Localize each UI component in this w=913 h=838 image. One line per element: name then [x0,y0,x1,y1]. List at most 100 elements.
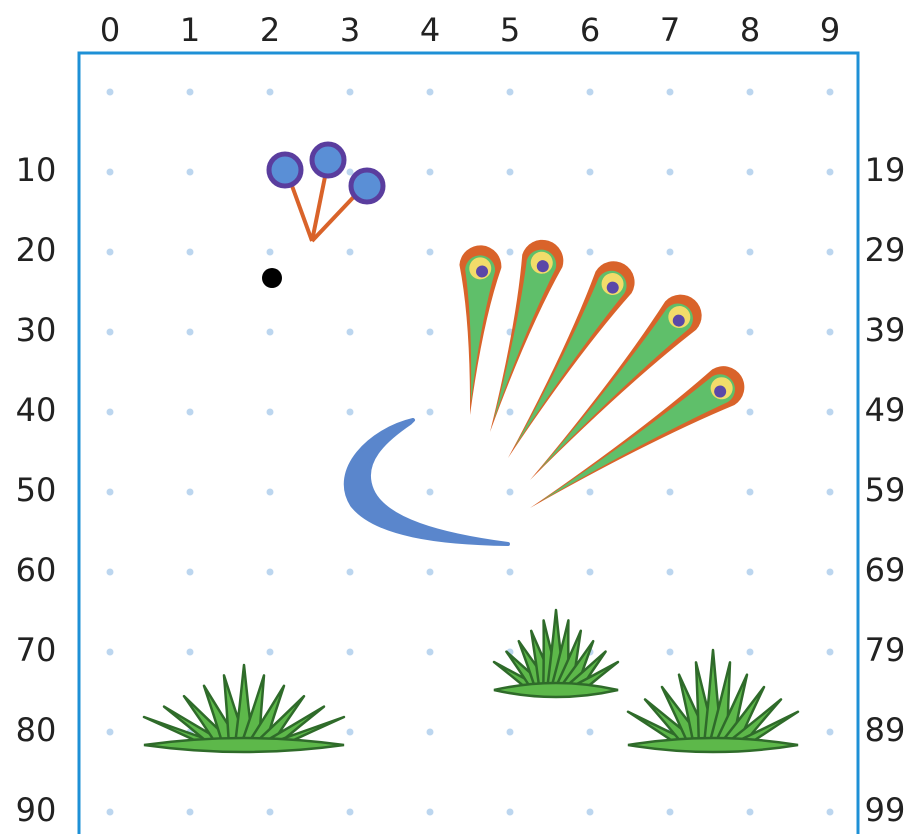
grass-base [493,681,619,699]
grid-dot [666,648,674,656]
grid-dot [426,728,434,736]
column-label: 6 [580,11,600,49]
grass [142,608,800,754]
grid-dot [746,408,754,416]
grid-dot [266,808,274,816]
grid-dot [506,168,514,176]
feather-pupil [536,260,549,273]
feather [459,245,502,415]
grid-dot [426,648,434,656]
feather-pupil [714,385,727,398]
grid-dot [666,488,674,496]
grid-dot [106,808,114,816]
crest-balls [266,141,386,205]
grid-dot [346,648,354,656]
eye [262,268,282,288]
grid-dot [426,248,434,256]
grid-dot [346,248,354,256]
grid-dot [506,408,514,416]
grid-dot [266,488,274,496]
column-label: 0 [100,11,120,49]
grid-dot [826,88,834,96]
column-label: 3 [340,11,360,49]
grid-dot [266,328,274,336]
grid-dot [266,88,274,96]
grid-dot [106,648,114,656]
column-label: 5 [500,11,520,49]
feather-inner [493,249,557,421]
grid-dot [826,408,834,416]
grid-dot [346,408,354,416]
grid-dot [506,728,514,736]
column-label: 8 [740,11,760,49]
grid-dot [666,808,674,816]
grid-dot [746,88,754,96]
row-end-label: 19 [865,151,906,189]
grid-dot [826,568,834,576]
grid-dot [266,248,274,256]
grid-dot [426,408,434,416]
grid-dot [106,728,114,736]
grid-dot [346,568,354,576]
grid-dot [346,328,354,336]
labels: 0 1 2 3 4 5 6 7 8 9102030405060708090192939495969… [16,11,906,829]
row-end-label: 79 [865,631,906,669]
tail-feathers [459,239,745,508]
grid-dot [266,568,274,576]
row-end-label: 39 [865,311,906,349]
grid-dot [586,728,594,736]
grid-dot [826,248,834,256]
grid-dot [826,808,834,816]
grid-dot [586,88,594,96]
grid-dot [586,568,594,576]
row-end-label: 49 [865,391,906,429]
grid-dot [426,808,434,816]
grid-dot [746,248,754,256]
row-start-label: 80 [16,711,57,749]
feather-pupil [606,281,619,294]
feather-inner [514,270,627,448]
grid-dot [186,568,194,576]
column-label: 7 [660,11,680,49]
grid-dot [346,168,354,176]
grid-dot [506,568,514,576]
grid-dot [746,568,754,576]
grid-dot [826,328,834,336]
row-end-label: 29 [865,231,906,269]
grid-dot [186,488,194,496]
grid-dot [186,88,194,96]
grid-dot [106,488,114,496]
row-start-label: 60 [16,551,57,589]
grid-dot [106,168,114,176]
grid-dot [746,168,754,176]
grid-dot [826,488,834,496]
grid-dot [426,568,434,576]
grid-dot [426,488,434,496]
feather-inner [538,303,693,472]
grid-dot [346,808,354,816]
row-start-label: 10 [16,151,57,189]
grid-dot [666,168,674,176]
column-label: 2 [260,11,280,49]
grid-dot [426,328,434,336]
grid-dot [666,568,674,576]
grass-base [143,736,345,754]
grid-dot [586,488,594,496]
grid-dot [186,408,194,416]
grid-dot [666,88,674,96]
grid-dot [586,248,594,256]
row-start-label: 70 [16,631,57,669]
grid-dot [186,248,194,256]
row-end-label: 89 [865,711,906,749]
grass-clump [142,663,346,754]
row-end-label: 69 [865,551,906,589]
row-end-label: 59 [865,471,906,509]
grass-clump [492,608,620,699]
grid-dot [346,728,354,736]
feather [530,294,702,480]
grid-dot [186,168,194,176]
grid-dot [506,488,514,496]
feather-inner [540,374,735,502]
